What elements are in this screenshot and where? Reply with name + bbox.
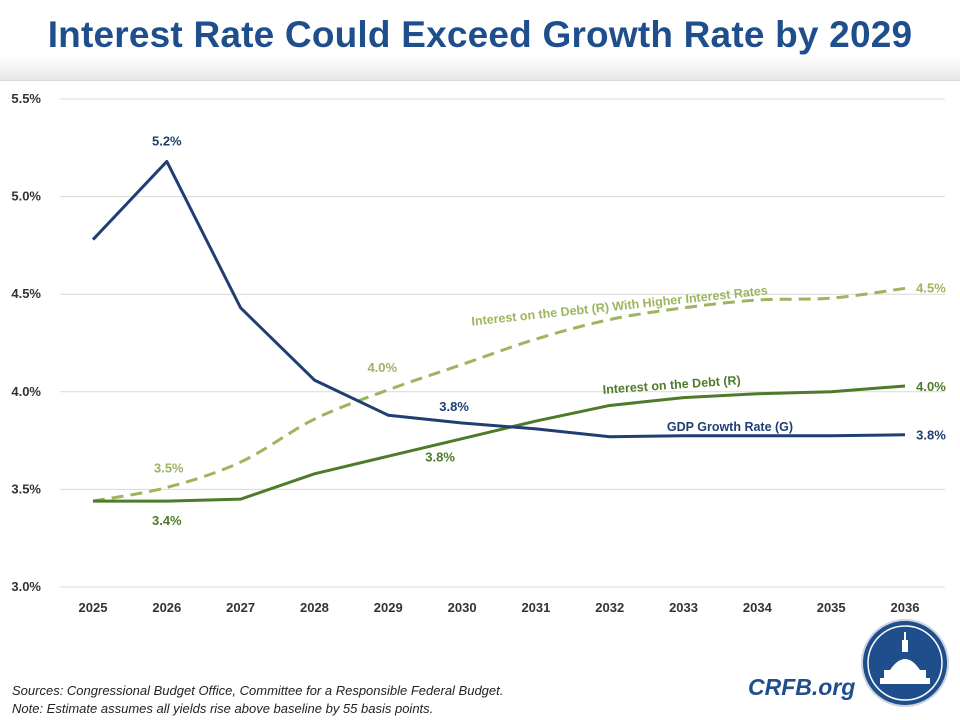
x-tick-label: 2028 <box>300 600 329 615</box>
series-line-gdp <box>91 159 906 439</box>
x-tick-label: 2032 <box>595 600 624 615</box>
sources-note: Sources: Congressional Budget Office, Co… <box>12 683 504 698</box>
series-line-interest <box>93 384 906 503</box>
x-tick-label: 2030 <box>448 600 477 615</box>
x-tick-label: 2035 <box>817 600 846 615</box>
y-tick-label: 4.5% <box>11 286 41 301</box>
brand-url[interactable]: CRFB.org <box>748 674 856 700</box>
x-tick-label: 2029 <box>374 600 403 615</box>
methodology-note: Note: Estimate assumes all yields rise a… <box>12 701 434 716</box>
x-tick-label: 2025 <box>79 600 108 615</box>
x-tick-label: 2033 <box>669 600 698 615</box>
series-label-higher: Interest on the Debt (R) With Higher Int… <box>471 283 769 328</box>
series-label-gdp: GDP Growth Rate (G) <box>667 420 793 434</box>
y-tick-label: 5.0% <box>11 189 41 204</box>
y-tick-label: 3.0% <box>11 579 41 594</box>
data-label: 3.8% <box>425 450 455 465</box>
x-tick-label: 2026 <box>152 600 181 615</box>
data-label: 4.0% <box>367 360 397 375</box>
x-tick-label: 2034 <box>743 600 773 615</box>
chart-title: Interest Rate Could Exceed Growth Rate b… <box>47 14 913 55</box>
data-label: 5.2% <box>152 133 182 148</box>
x-tick-label: 2027 <box>226 600 255 615</box>
data-label: 3.8% <box>916 428 946 443</box>
title-bar <box>0 0 960 81</box>
data-label: 3.5% <box>154 460 184 475</box>
x-tick-label: 2036 <box>891 600 920 615</box>
x-tick-label: 2031 <box>521 600 550 615</box>
data-label: 4.0% <box>916 379 946 394</box>
y-tick-label: 3.5% <box>11 481 41 496</box>
capitol-seal-icon <box>861 619 949 707</box>
data-label: 3.8% <box>439 399 469 414</box>
data-label: 3.4% <box>152 513 182 528</box>
series-label-interest: Interest on the Debt (R) <box>602 373 741 397</box>
y-tick-label: 4.0% <box>11 384 41 399</box>
data-label: 4.5% <box>916 280 946 295</box>
y-tick-label: 5.5% <box>11 91 41 106</box>
series-line-higher <box>92 286 906 503</box>
